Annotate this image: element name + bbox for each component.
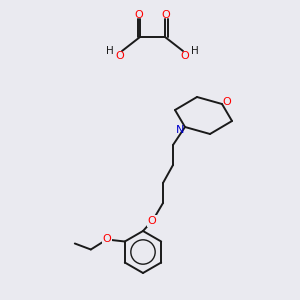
- Text: O: O: [116, 51, 124, 61]
- Text: H: H: [106, 46, 114, 56]
- Text: O: O: [162, 10, 170, 20]
- Text: O: O: [181, 51, 189, 61]
- Text: O: O: [223, 97, 231, 107]
- Text: O: O: [135, 10, 143, 20]
- Text: O: O: [102, 235, 111, 244]
- Text: H: H: [191, 46, 199, 56]
- Text: O: O: [148, 216, 156, 226]
- Text: N: N: [176, 125, 184, 135]
